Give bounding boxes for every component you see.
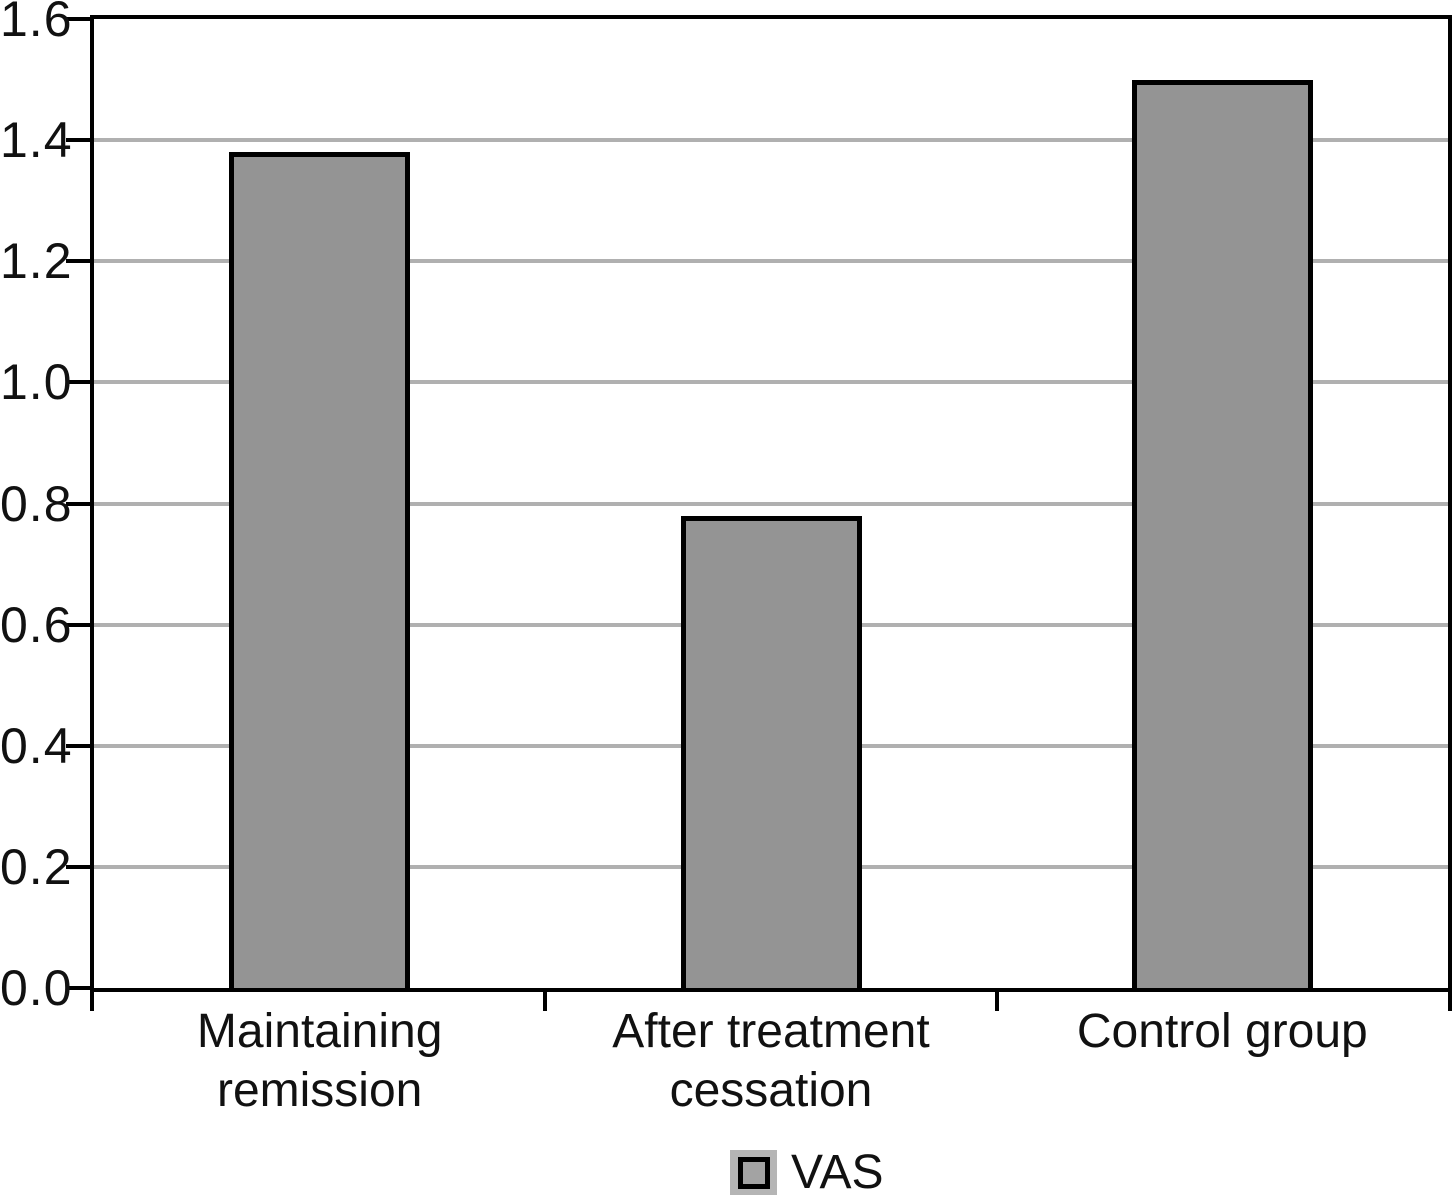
- y-axis-label-0.8: 0.8: [0, 475, 73, 532]
- y-axis-label-0.6: 0.6: [0, 596, 73, 653]
- legend-label: VAS: [791, 1146, 884, 1195]
- y-axis-tick-0.8: [66, 501, 92, 506]
- bar-maintaining-remission: [229, 152, 411, 988]
- bar-after-treatment-cessation: [680, 516, 862, 988]
- y-axis-tick-0.0: [66, 986, 92, 990]
- y-axis-tick-1.0: [66, 380, 92, 385]
- gridline-0.8: [94, 501, 1448, 506]
- gridline-1.0: [94, 380, 1448, 385]
- y-axis-tick-0.4: [66, 743, 92, 748]
- y-axis-tick-1.4: [66, 138, 92, 143]
- x-axis-tick-0: [90, 992, 94, 1011]
- x-axis-tick-3: [1448, 992, 1452, 1011]
- plot-area: [90, 15, 1452, 992]
- y-axis-tick-0.2: [66, 864, 92, 869]
- y-axis-label-0.0: 0.0: [0, 960, 73, 1016]
- y-axis-tick-1.6: [66, 17, 92, 21]
- y-axis-label-1.4: 1.4: [0, 112, 73, 169]
- x-axis-label-control-group: Control group: [1076, 1005, 1368, 1058]
- x-axis-label-maintaining-remission: Maintaining remission: [196, 1005, 443, 1117]
- y-axis-label-1.6: 1.6: [0, 0, 73, 47]
- y-axis-tick-1.2: [66, 259, 92, 264]
- y-axis-label-0.2: 0.2: [0, 838, 73, 895]
- x-axis-label-after-treatment-cessation: After treatment cessation: [612, 1005, 930, 1117]
- y-axis-label-1.0: 1.0: [0, 354, 73, 411]
- bar-control-group: [1131, 80, 1313, 988]
- y-axis-label-1.2: 1.2: [0, 233, 73, 290]
- legend: VAS: [730, 1149, 883, 1195]
- gridline-1.2: [94, 259, 1448, 264]
- y-axis-label-0.4: 0.4: [0, 717, 73, 774]
- x-axis-tick-1: [543, 992, 548, 1011]
- legend-key-patch: [730, 1150, 777, 1195]
- x-axis-tick-2: [994, 992, 999, 1011]
- y-axis-tick-0.6: [66, 622, 92, 627]
- gridline-1.4: [94, 138, 1448, 143]
- legend-swatch-icon: [737, 1157, 770, 1189]
